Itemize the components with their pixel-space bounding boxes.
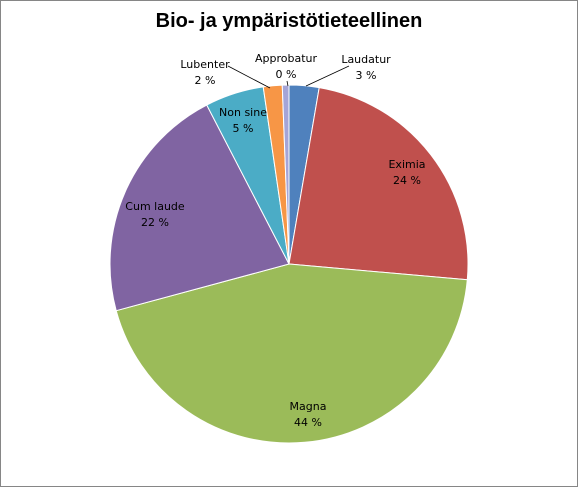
data-label-value: 2 % — [195, 74, 216, 87]
data-label-name: Eximia — [388, 158, 425, 171]
data-label-name: Magna — [290, 400, 327, 413]
data-label-value: 44 % — [294, 416, 322, 429]
data-label-name: Laudatur — [341, 53, 391, 66]
data-label-name: Non sine — [219, 106, 267, 119]
data-label-name: Cum laude — [125, 200, 185, 213]
data-label-name: Lubenter — [180, 58, 230, 71]
data-label-value: 3 % — [356, 69, 377, 82]
data-label-value: 0 % — [276, 68, 297, 81]
leader-line-approbatur — [286, 80, 289, 87]
pie-slice-magna — [115, 263, 468, 444]
data-label-name: Approbatur — [255, 52, 318, 65]
leader-line-laudatur — [305, 65, 350, 87]
data-label-value: 5 % — [233, 122, 254, 135]
pie-slice-eximia — [288, 86, 469, 281]
data-label-value: 22 % — [141, 216, 169, 229]
chart-title: Bio- ja ympäristötieteellinen — [155, 10, 423, 32]
leader-line-lubenter — [227, 65, 271, 89]
pie-slice-approbatur — [281, 84, 290, 265]
pie-slice-cum-laude — [109, 104, 290, 312]
data-label-value: 24 % — [393, 174, 421, 187]
